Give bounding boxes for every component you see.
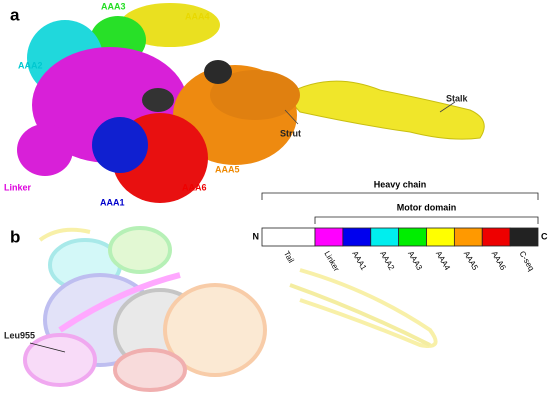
segment-label: AAA3	[406, 250, 424, 273]
map-subtitle: Motor domain	[397, 202, 457, 212]
segment-label: Linker	[322, 250, 341, 274]
domain-segment	[509, 227, 539, 247]
leader-line	[439, 101, 456, 113]
annotation: AAA6	[182, 182, 207, 192]
segment-label: AAA1	[350, 250, 368, 273]
domain-segment	[453, 227, 483, 247]
panel-label: b	[10, 227, 20, 246]
segment-label: AAA6	[490, 250, 508, 273]
domain-segment	[261, 227, 316, 247]
bracket	[314, 216, 539, 224]
map-title: Heavy chain	[374, 179, 427, 189]
terminus-label: C	[541, 231, 548, 241]
domain-segment	[398, 227, 427, 247]
annotation: Stalk	[446, 93, 469, 103]
segment-label: AAA5	[462, 250, 480, 273]
annotation: AAA1	[100, 197, 125, 207]
domain-segment	[342, 227, 372, 247]
annotation: AAA3	[101, 1, 126, 11]
annotation: Strut	[280, 128, 301, 138]
bracket	[261, 192, 539, 200]
panel-label: a	[10, 5, 20, 24]
annotation: Leu955	[4, 330, 35, 340]
protein-ribbon	[23, 226, 438, 392]
terminus-label: N	[253, 231, 260, 241]
domain-segment	[370, 227, 400, 247]
segment-label: Tail	[282, 250, 296, 265]
segment-label: C-seq	[518, 250, 536, 273]
domain-segment	[426, 227, 455, 247]
segment-label: AAA4	[434, 250, 452, 273]
segment-label: AAA2	[378, 250, 396, 273]
leader-line	[29, 342, 66, 353]
annotation: AAA4	[185, 11, 210, 21]
annotation: AAA5	[215, 164, 240, 174]
annotation: Linker	[4, 182, 32, 192]
protein-surface	[17, 3, 485, 203]
annotation: AAA2	[18, 60, 43, 70]
domain-segment	[314, 227, 344, 247]
domain-segment	[481, 227, 511, 247]
leader-line	[284, 109, 299, 125]
